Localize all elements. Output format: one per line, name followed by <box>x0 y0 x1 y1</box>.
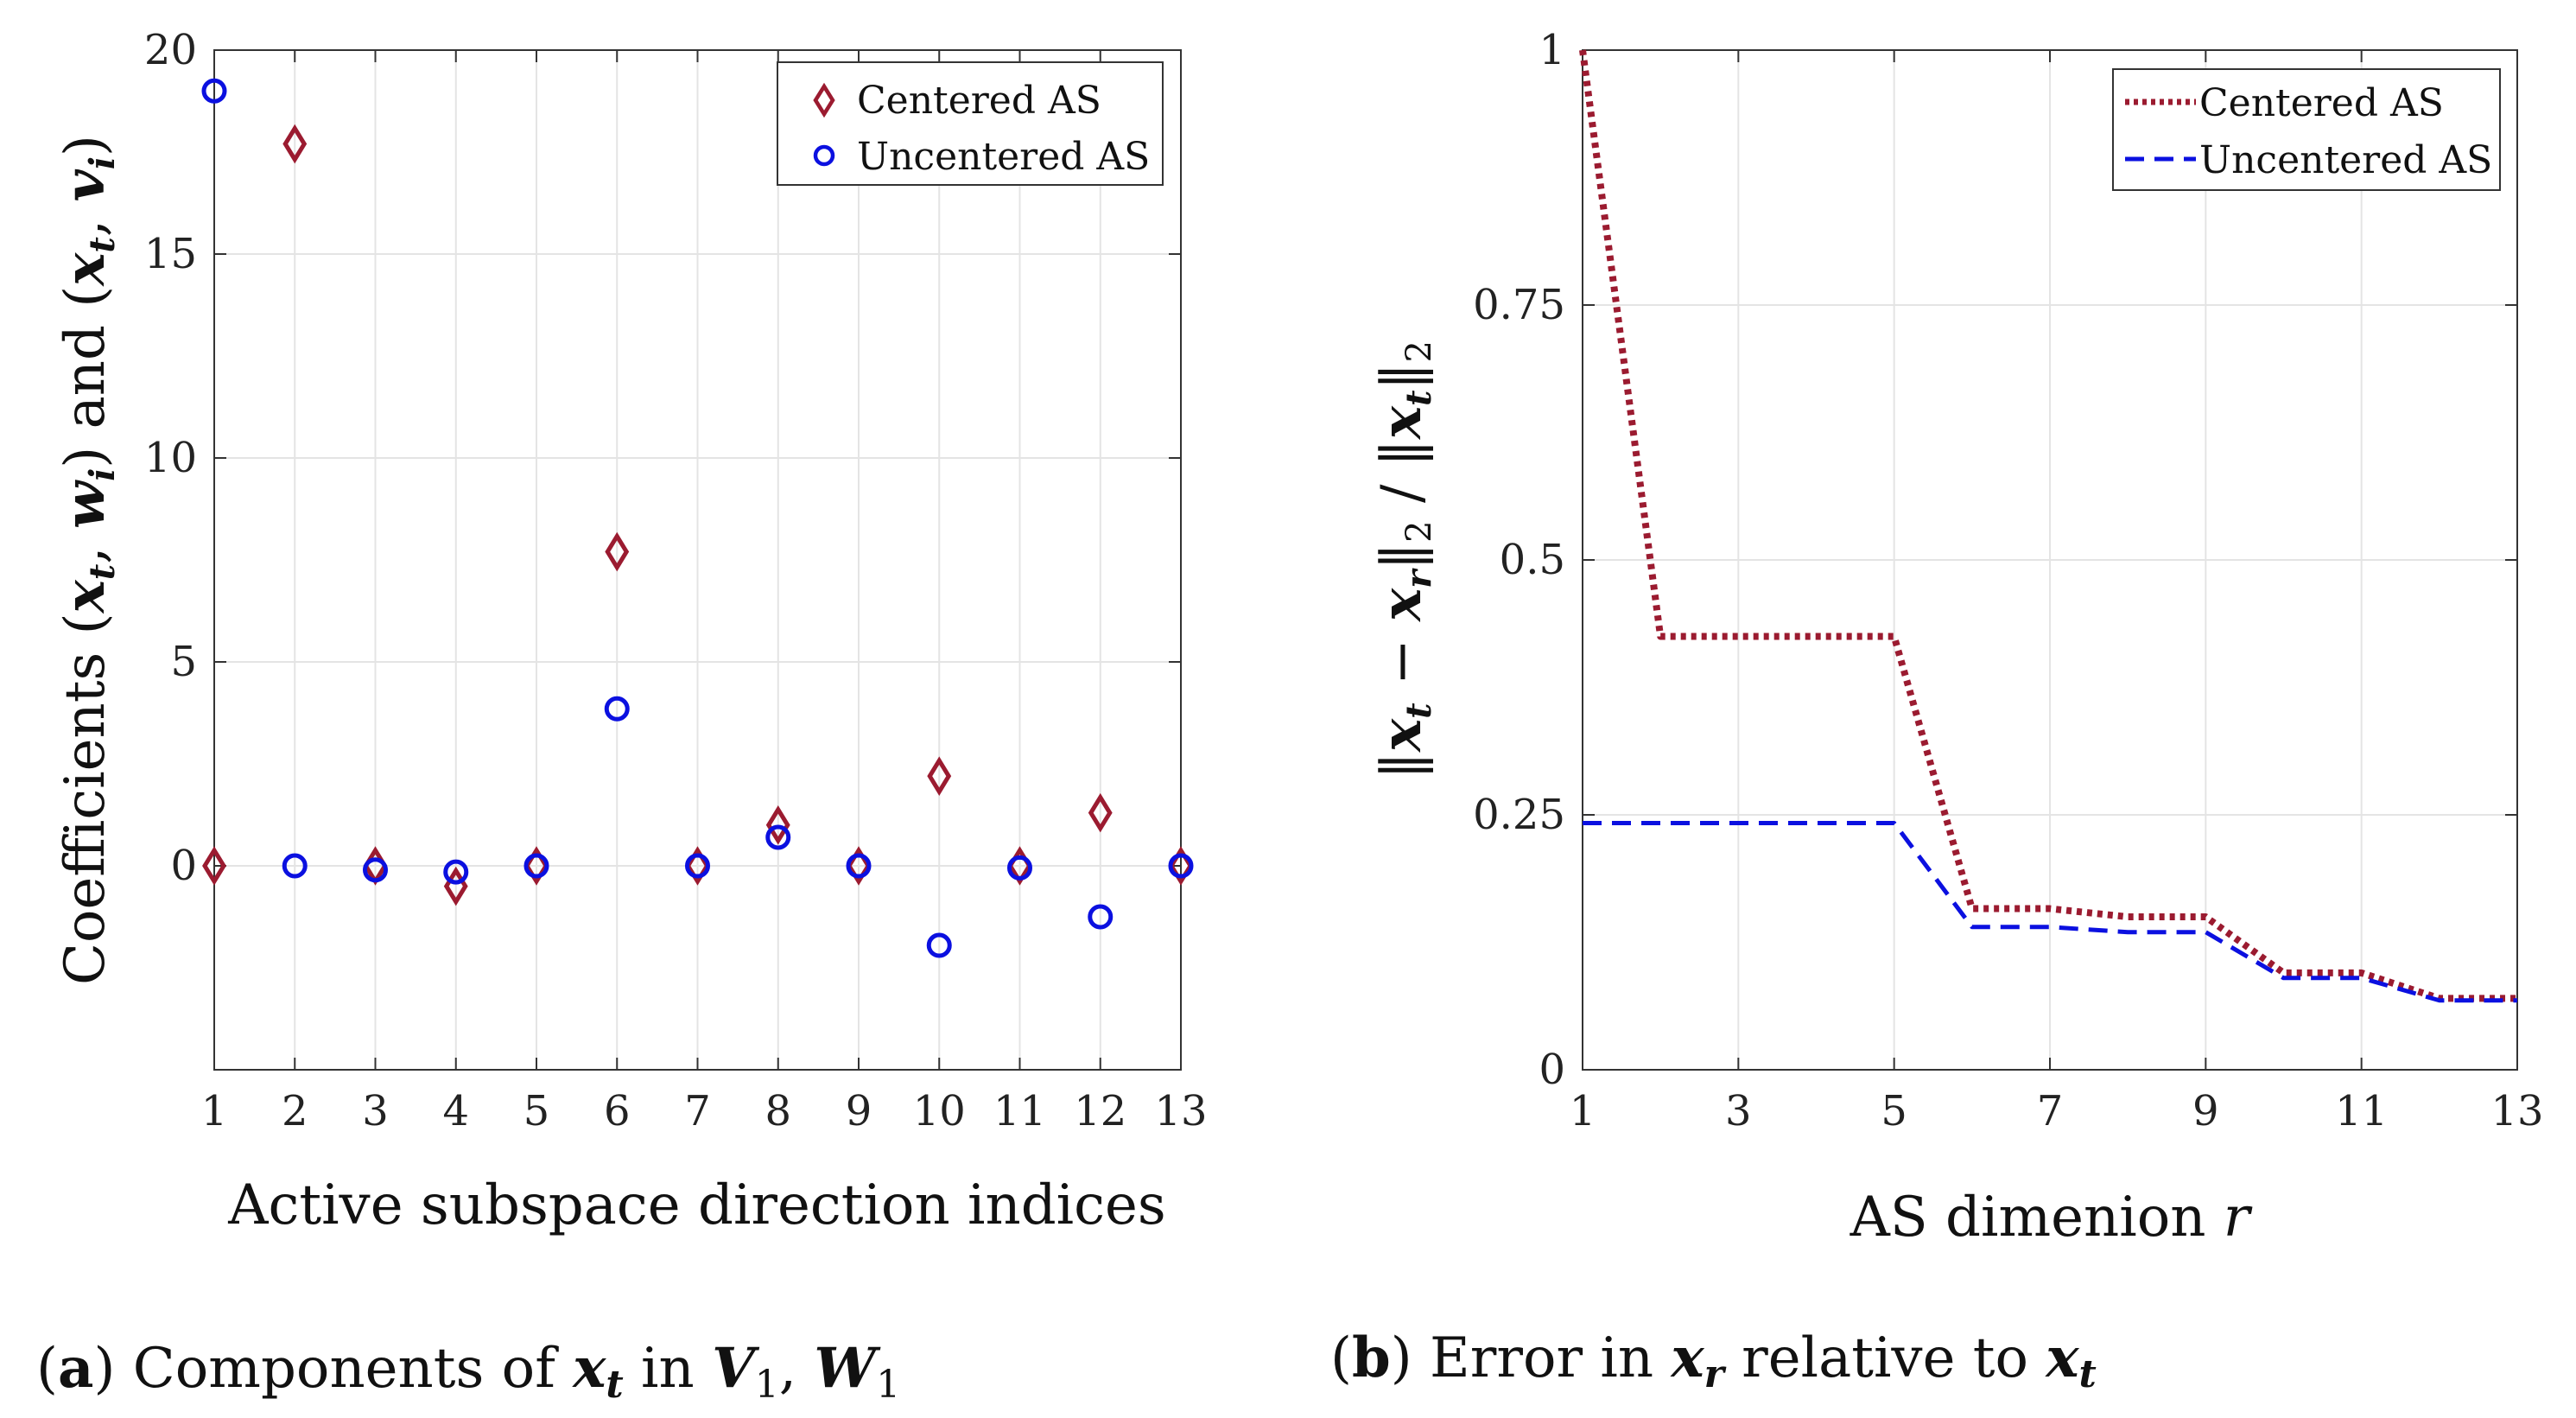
x-tick-label: 13 <box>1154 1087 1207 1135</box>
x-tick-label: 7 <box>2037 1087 2064 1135</box>
x-tick-label: 8 <box>765 1087 791 1135</box>
point-uncentered-as <box>685 853 710 879</box>
x-tick-label: 10 <box>913 1087 966 1135</box>
point-centered-as <box>282 124 308 164</box>
x-tick-label: 7 <box>684 1087 711 1135</box>
x-tick-label: 3 <box>1725 1087 1752 1135</box>
x-tick-label: 11 <box>993 1087 1046 1135</box>
x-tick-label: 5 <box>1881 1087 1907 1135</box>
point-uncentered-as <box>201 78 227 104</box>
point-centered-as <box>927 756 952 796</box>
point-uncentered-as <box>604 696 630 722</box>
legend-label-uncentered-b: Uncentered AS <box>2199 138 2492 182</box>
point-uncentered-as <box>1088 904 1114 930</box>
y-tick-label: 10 <box>144 434 197 482</box>
point-uncentered-as <box>282 853 308 879</box>
panel-b-grid <box>1582 49 2518 1071</box>
x-tick-label: 9 <box>846 1087 872 1135</box>
panel-b-x-axis-title: AS dimenion r <box>1850 1186 2253 1249</box>
x-tick-label: 1 <box>1570 1087 1596 1135</box>
y-tick-label: 0.75 <box>1473 281 1565 329</box>
point-uncentered-as <box>363 857 388 883</box>
y-tick-label: 0 <box>1539 1046 1565 1094</box>
x-tick-label: 13 <box>2490 1087 2543 1135</box>
panel-b-marks <box>1579 49 2517 1003</box>
point-centered-as <box>765 805 790 845</box>
x-tick-label: 11 <box>2335 1087 2388 1135</box>
legend-label-uncentered: Uncentered AS <box>857 135 1150 179</box>
x-tick-label: 2 <box>282 1087 308 1135</box>
x-tick-label: 6 <box>604 1087 631 1135</box>
series-line-uncentered-as <box>1583 820 2517 1003</box>
panel-a-y-axis-title: Coefficients (xt, wi) and (xt, vi) <box>53 135 123 985</box>
y-tick-label: 1 <box>1539 26 1565 74</box>
x-tick-label: 12 <box>1074 1087 1126 1135</box>
point-centered-as <box>1088 792 1113 833</box>
y-tick-label: 0.25 <box>1473 791 1565 839</box>
legend-marker-centered <box>813 82 835 118</box>
y-tick-label: 15 <box>144 230 197 278</box>
x-tick-label: 4 <box>442 1087 469 1135</box>
x-tick-label: 5 <box>523 1087 550 1135</box>
legend-marker-uncentered <box>813 144 835 167</box>
panel-a-legend: Centered AS Uncentered AS <box>777 61 1164 186</box>
x-tick-label: 1 <box>201 1087 228 1135</box>
x-tick-label: 9 <box>2192 1087 2219 1135</box>
point-centered-as <box>847 846 871 886</box>
point-uncentered-as <box>1168 853 1194 879</box>
point-uncentered-as <box>1007 855 1032 881</box>
panel-b-y-axis-title: ‖xt − xr‖2 / ‖xt‖2 <box>1369 340 1439 779</box>
point-centered-as <box>605 531 630 572</box>
series-line-centered-as <box>1579 49 2517 1002</box>
point-centered-as <box>202 846 226 886</box>
x-tick-label: 3 <box>362 1087 389 1135</box>
y-tick-label: 20 <box>144 26 197 74</box>
panel-b-caption: (b) Error in xr relative to xt <box>1330 1326 2097 1396</box>
point-uncentered-as <box>443 859 469 885</box>
panel-a-caption: (a) Components of xt in V1, W1 <box>36 1336 900 1407</box>
point-uncentered-as <box>846 853 872 879</box>
panel-a-x-axis-title: Active subspace direction indices <box>227 1173 1165 1237</box>
panel-a-grid <box>213 49 1182 1070</box>
legend-label-centered-b: Centered AS <box>2199 81 2444 125</box>
panel-a-marks <box>201 78 1194 958</box>
point-centered-as <box>1169 846 1193 886</box>
point-uncentered-as <box>523 853 549 879</box>
y-tick-label: 0.5 <box>1500 536 1565 584</box>
legend-label-centered: Centered AS <box>857 79 1101 123</box>
panel-b-legend: Centered AS Uncentered AS <box>2112 68 2501 191</box>
point-centered-as <box>685 846 710 886</box>
point-centered-as <box>524 846 549 886</box>
y-tick-label: 0 <box>170 842 197 890</box>
y-tick-label: 5 <box>170 638 197 686</box>
point-uncentered-as <box>926 932 952 958</box>
point-uncentered-as <box>765 824 791 850</box>
